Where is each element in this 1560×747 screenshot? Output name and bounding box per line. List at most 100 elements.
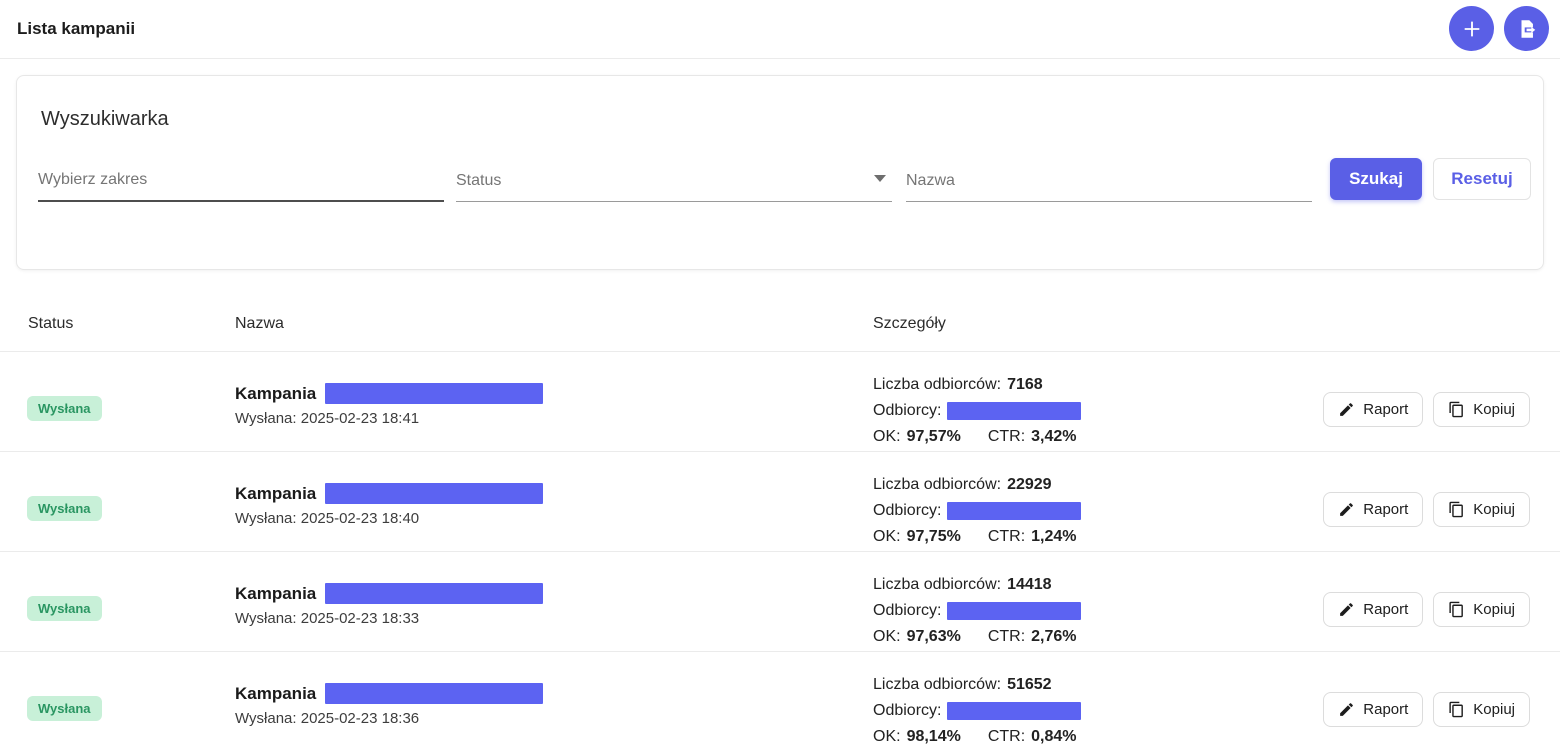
- name-cell: Kampania Wysłana: 2025-02-23 18:41: [235, 383, 544, 427]
- copy-button-label: Kopiuj: [1473, 501, 1515, 518]
- details-cell: Liczba odbiorców: 22929 Odbiorcy: OK: 97…: [873, 472, 1082, 550]
- actions-cell: Raport Kopiuj: [1323, 692, 1530, 727]
- actions-cell: Raport Kopiuj: [1323, 592, 1530, 627]
- copy-button[interactable]: Kopiuj: [1433, 492, 1530, 527]
- ctr-value: 2,76%: [1031, 628, 1077, 645]
- plus-icon: [1461, 18, 1483, 40]
- ok-value: 97,57%: [906, 428, 961, 445]
- status-cell: Wysłana: [27, 496, 102, 521]
- ok-value: 98,14%: [906, 728, 961, 745]
- copy-button[interactable]: Kopiuj: [1433, 592, 1530, 627]
- report-button-label: Raport: [1363, 701, 1409, 718]
- table-row: Wysłana Kampania Wysłana: 2025-02-23 18:…: [0, 652, 1560, 747]
- export-button[interactable]: [1504, 6, 1549, 51]
- ok-label: OK:: [873, 728, 901, 745]
- ctr-label: CTR:: [987, 628, 1026, 645]
- copy-icon: [1448, 401, 1465, 418]
- copy-button-label: Kopiuj: [1473, 401, 1515, 418]
- ctr-label: CTR:: [987, 528, 1026, 545]
- sent-timestamp: Wysłana: 2025-02-23 18:40: [235, 510, 420, 527]
- copy-button-label: Kopiuj: [1473, 601, 1515, 618]
- ok-label: OK:: [873, 428, 901, 445]
- ok-value: 97,75%: [906, 528, 961, 545]
- name-cell: Kampania Wysłana: 2025-02-23 18:33: [235, 583, 544, 627]
- page-title: Lista kampanii: [17, 19, 136, 38]
- redacted-campaign-name: [325, 683, 544, 704]
- recipients-label: Odbiorcy:: [873, 402, 942, 419]
- copy-button[interactable]: Kopiuj: [1433, 692, 1530, 727]
- table-row: Wysłana Kampania Wysłana: 2025-02-23 18:…: [0, 452, 1560, 552]
- table-row: Wysłana Kampania Wysłana: 2025-02-23 18:…: [0, 552, 1560, 652]
- name-cell: Kampania Wysłana: 2025-02-23 18:40: [235, 483, 544, 527]
- copy-icon: [1448, 501, 1465, 518]
- details-cell: Liczba odbiorców: 51652 Odbiorcy: OK: 98…: [873, 672, 1082, 747]
- status-cell: Wysłana: [27, 696, 102, 721]
- report-button[interactable]: Raport: [1323, 692, 1424, 727]
- copy-button-label: Kopiuj: [1473, 701, 1515, 718]
- report-button[interactable]: Raport: [1323, 592, 1424, 627]
- campaign-table: Status Nazwa Szczegóły Wysłana Kampania …: [0, 300, 1560, 747]
- ok-label: OK:: [873, 528, 901, 545]
- status-badge: Wysłana: [27, 696, 102, 721]
- search-button[interactable]: Szukaj: [1330, 158, 1422, 200]
- recipients-count-value: 7168: [1007, 376, 1043, 393]
- recipients-label: Odbiorcy:: [873, 602, 942, 619]
- redacted-recipients: [947, 602, 1082, 620]
- status-badge: Wysłana: [27, 596, 102, 621]
- name-field[interactable]: [906, 158, 1312, 202]
- recipients-count-label: Liczba odbiorców:: [873, 376, 1002, 393]
- pencil-icon: [1338, 401, 1355, 418]
- name-cell: Kampania Wysłana: 2025-02-23 18:36: [235, 683, 544, 727]
- ok-value: 97,63%: [906, 628, 961, 645]
- column-header-name: Nazwa: [235, 315, 284, 332]
- reset-button[interactable]: Resetuj: [1433, 158, 1531, 200]
- recipients-count-label: Liczba odbiorców:: [873, 576, 1002, 593]
- actions-cell: Raport Kopiuj: [1323, 392, 1530, 427]
- pencil-icon: [1338, 701, 1355, 718]
- recipients-count-label: Liczba odbiorców:: [873, 676, 1002, 693]
- redacted-recipients: [947, 502, 1082, 520]
- sent-timestamp: Wysłana: 2025-02-23 18:33: [235, 610, 420, 627]
- redacted-campaign-name: [325, 383, 544, 404]
- campaign-name: Kampania: [235, 383, 317, 403]
- redacted-recipients: [947, 702, 1082, 720]
- status-badge: Wysłana: [27, 496, 102, 521]
- report-button-label: Raport: [1363, 401, 1409, 418]
- date-range-field[interactable]: [38, 158, 444, 202]
- column-header-details: Szczegóły: [873, 315, 946, 332]
- search-panel-title: Wyszukiwarka: [41, 108, 169, 130]
- date-range-input[interactable]: [38, 158, 444, 200]
- status-cell: Wysłana: [27, 396, 102, 421]
- name-input[interactable]: [906, 158, 1312, 201]
- recipients-count-value: 51652: [1007, 676, 1052, 693]
- ok-label: OK:: [873, 628, 901, 645]
- report-button[interactable]: Raport: [1323, 392, 1424, 427]
- recipients-count-value: 14418: [1007, 576, 1052, 593]
- recipients-count-value: 22929: [1007, 476, 1052, 493]
- details-cell: Liczba odbiorców: 7168 Odbiorcy: OK: 97,…: [873, 372, 1082, 450]
- redacted-campaign-name: [325, 483, 544, 504]
- copy-icon: [1448, 601, 1465, 618]
- file-export-icon: [1516, 18, 1538, 40]
- pencil-icon: [1338, 501, 1355, 518]
- report-button[interactable]: Raport: [1323, 492, 1424, 527]
- report-button-label: Raport: [1363, 501, 1409, 518]
- campaign-name: Kampania: [235, 483, 317, 503]
- status-select-input[interactable]: [456, 158, 892, 201]
- copy-button[interactable]: Kopiuj: [1433, 392, 1530, 427]
- search-panel: Wyszukiwarka Szukaj Resetuj: [16, 75, 1544, 270]
- table-row: Wysłana Kampania Wysłana: 2025-02-23 18:…: [0, 352, 1560, 452]
- app-bar: Lista kampanii: [0, 0, 1560, 59]
- ctr-label: CTR:: [987, 728, 1026, 745]
- status-cell: Wysłana: [27, 596, 102, 621]
- ctr-value: 3,42%: [1031, 428, 1077, 445]
- details-cell: Liczba odbiorców: 14418 Odbiorcy: OK: 97…: [873, 572, 1082, 650]
- recipients-label: Odbiorcy:: [873, 502, 942, 519]
- recipients-label: Odbiorcy:: [873, 702, 942, 719]
- status-select[interactable]: [456, 158, 892, 202]
- add-campaign-button[interactable]: [1449, 6, 1494, 51]
- actions-cell: Raport Kopiuj: [1323, 492, 1530, 527]
- status-badge: Wysłana: [27, 396, 102, 421]
- sent-timestamp: Wysłana: 2025-02-23 18:41: [235, 410, 420, 427]
- campaign-name: Kampania: [235, 583, 317, 603]
